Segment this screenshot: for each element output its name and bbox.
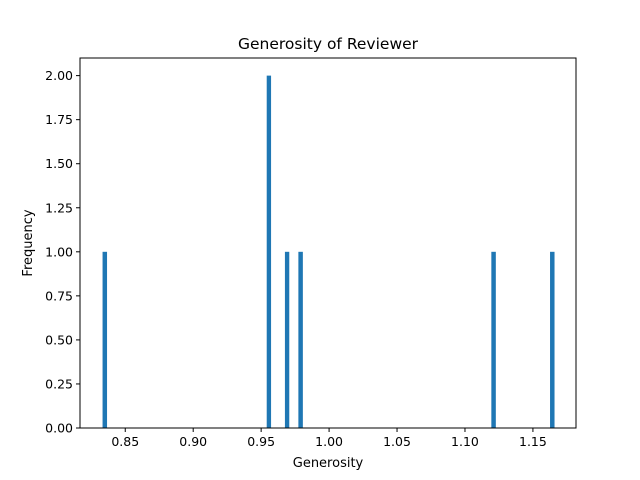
- histogram-bar-0: [102, 251, 108, 428]
- y-axis-label: Frequency: [21, 209, 36, 276]
- x-axis-label: Generosity: [293, 456, 364, 471]
- histogram-bar-5: [550, 251, 555, 428]
- y-axis: 0.00 0.25 0.50 0.75 1.00 1.25 1.50 1.75 2.00: [45, 68, 80, 436]
- x-tick-label-4: 1.05: [383, 434, 411, 449]
- y-tick-label-3: 0.75: [45, 288, 73, 303]
- x-axis: 0.85 0.90 0.95 1.00 1.05 1.10 1.15: [111, 428, 547, 449]
- histogram-bar-3: [298, 251, 303, 428]
- y-tick-label-8: 2.00: [45, 68, 73, 83]
- histogram-bar-1: [266, 75, 272, 428]
- plot-frame: [79, 57, 577, 429]
- y-tick-label-1: 0.25: [45, 376, 73, 391]
- bars-group: [102, 75, 555, 428]
- histogram-bar-2: [284, 251, 290, 428]
- y-tick-label-4: 1.00: [45, 244, 73, 259]
- y-tick-label-2: 0.50: [45, 332, 73, 347]
- y-tick-label-6: 1.50: [45, 156, 73, 171]
- y-tick-label-0: 0.00: [45, 421, 73, 436]
- x-tick-label-5: 1.10: [451, 434, 479, 449]
- x-tick-label-1: 0.90: [179, 434, 207, 449]
- x-tick-label-2: 0.95: [247, 434, 275, 449]
- y-tick-label-5: 1.25: [45, 200, 73, 215]
- chart-title: Generosity of Reviewer: [238, 35, 419, 53]
- x-tick-label-3: 1.00: [315, 434, 343, 449]
- x-tick-label-0: 0.85: [111, 434, 139, 449]
- y-tick-label-7: 1.75: [45, 112, 73, 127]
- histogram-bar-4: [491, 251, 496, 428]
- x-tick-label-6: 1.15: [519, 434, 547, 449]
